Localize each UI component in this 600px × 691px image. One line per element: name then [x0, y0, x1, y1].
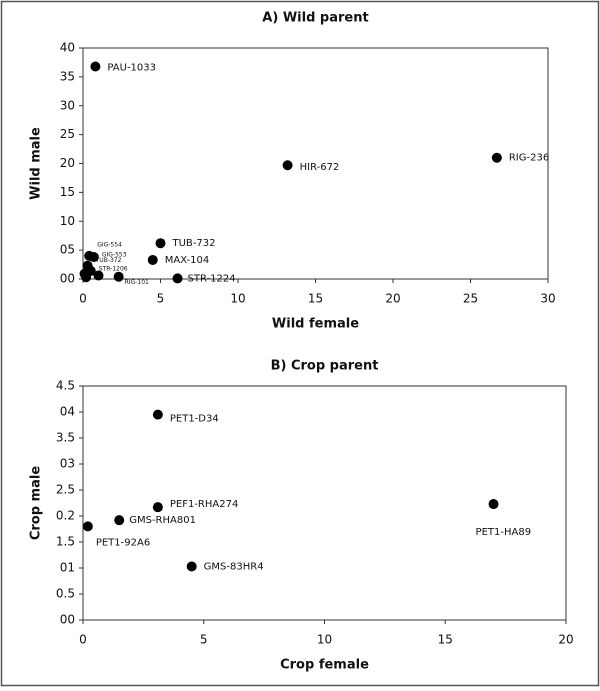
y-tick-label: 10 [60, 214, 75, 228]
point-label: GIG-554 [97, 241, 122, 248]
point-label: HIR-672 [300, 162, 340, 173]
x-tick-label: 10 [230, 292, 245, 306]
point-label: PEF1-RHA274 [170, 499, 238, 510]
point [114, 515, 125, 526]
x-tick-label: 25 [463, 292, 478, 306]
x-tick-label: 30 [540, 292, 555, 306]
y-tick-label: 00 [60, 613, 75, 627]
x-axis-label: Wild female [272, 317, 359, 332]
point [172, 273, 183, 284]
point-label: TUB-732 [172, 238, 216, 249]
x-tick-label: 5 [157, 292, 165, 306]
point-label: PET1-D34 [170, 414, 219, 425]
point-label: STR-1206 [99, 265, 128, 272]
y-tick-label: 2.5 [56, 483, 75, 497]
point-label: PET1-HA89 [476, 527, 532, 538]
point-label: RIG-236 [509, 153, 549, 164]
y-tick-label: 03 [60, 457, 75, 471]
y-tick-label: 0.2 [56, 509, 75, 523]
y-tick-label: 0.5 [56, 587, 75, 601]
point-label: RIG-101 [125, 279, 149, 286]
point [88, 252, 99, 263]
point [491, 152, 502, 163]
point [93, 270, 104, 281]
point-label: GMS-RHA801 [129, 515, 196, 526]
x-axis-label: Crop female [280, 658, 369, 673]
x-tick-label: 15 [308, 292, 323, 306]
point-label: GIG-553 [102, 252, 127, 259]
y-tick-label: 25 [60, 127, 75, 141]
point [152, 502, 163, 513]
y-tick-label: 1.5 [56, 535, 75, 549]
x-tick-label: 20 [385, 292, 400, 306]
point-label: MAX-104 [165, 255, 210, 266]
point-label: PAU-1033 [107, 62, 156, 73]
y-axis-label: Crop male [29, 466, 44, 540]
point-label: PET1-92A6 [96, 537, 150, 548]
point [90, 61, 101, 72]
x-tick-label: 0 [79, 292, 87, 306]
y-tick-label: 01 [60, 561, 75, 575]
chart-title: A) Wild parent [262, 11, 368, 26]
chart-title: B) Crop parent [271, 359, 379, 374]
point-label: TUB-372 [95, 257, 122, 264]
x-tick-label: 20 [558, 633, 573, 647]
y-tick-label: 00 [60, 272, 75, 286]
point [282, 160, 293, 171]
y-tick-label: 15 [60, 185, 75, 199]
y-tick-label: 30 [60, 98, 75, 112]
point [155, 238, 166, 249]
point [82, 521, 93, 532]
point [147, 254, 158, 265]
x-tick-label: 0 [79, 633, 87, 647]
point [186, 561, 197, 572]
y-tick-label: 35 [60, 69, 75, 83]
point-label: STR-1224 [188, 273, 236, 284]
point [152, 409, 163, 420]
point-label: GMS-83HR4 [204, 561, 264, 572]
y-tick-label: 04 [60, 405, 75, 419]
y-axis-label: Wild male [29, 127, 44, 200]
y-tick-label: 3.5 [56, 431, 75, 445]
point [488, 499, 499, 510]
x-tick-label: 10 [317, 633, 332, 647]
x-tick-label: 15 [438, 633, 453, 647]
y-tick-label: 40 [60, 41, 75, 55]
point [113, 271, 124, 282]
y-tick-label: 05 [60, 243, 75, 257]
y-tick-label: 4.5 [56, 379, 75, 393]
y-tick-label: 20 [60, 156, 75, 170]
point [81, 272, 92, 283]
x-tick-label: 5 [200, 633, 208, 647]
